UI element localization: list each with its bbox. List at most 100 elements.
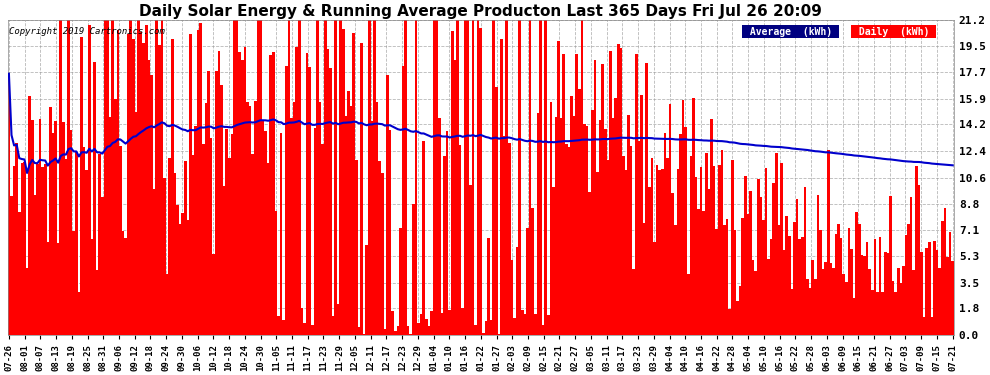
Bar: [661, 169, 663, 335]
Bar: [179, 224, 181, 335]
Bar: [477, 20, 479, 335]
Bar: [272, 52, 274, 335]
Bar: [433, 20, 436, 335]
Bar: [370, 121, 373, 335]
Bar: [495, 87, 498, 335]
Bar: [21, 164, 23, 335]
Bar: [389, 130, 391, 335]
Bar: [918, 185, 921, 335]
Bar: [658, 170, 661, 335]
Bar: [332, 316, 335, 335]
Bar: [407, 327, 410, 335]
Bar: [615, 98, 617, 335]
Bar: [643, 224, 645, 335]
Bar: [650, 158, 653, 335]
Bar: [280, 132, 282, 335]
Bar: [814, 279, 817, 335]
Bar: [788, 236, 791, 335]
Bar: [739, 286, 742, 335]
Bar: [381, 173, 383, 335]
Bar: [352, 33, 355, 335]
Bar: [132, 39, 135, 335]
Bar: [764, 168, 767, 335]
Text: Daily  (kWh): Daily (kWh): [852, 27, 935, 37]
Bar: [889, 196, 892, 335]
Bar: [620, 48, 622, 335]
Bar: [31, 120, 34, 335]
Bar: [428, 326, 431, 335]
Bar: [910, 197, 913, 335]
Bar: [770, 238, 772, 335]
Bar: [726, 219, 729, 335]
Bar: [780, 163, 783, 335]
Bar: [822, 269, 825, 335]
Bar: [80, 37, 83, 335]
Bar: [625, 171, 628, 335]
Bar: [617, 44, 620, 335]
Bar: [731, 160, 734, 335]
Bar: [163, 178, 165, 335]
Bar: [150, 75, 152, 335]
Bar: [519, 20, 521, 335]
Bar: [586, 126, 588, 335]
Bar: [282, 320, 285, 335]
Bar: [171, 39, 173, 335]
Bar: [420, 314, 423, 335]
Bar: [18, 212, 21, 335]
Bar: [194, 126, 197, 335]
Bar: [806, 279, 809, 335]
Bar: [860, 255, 863, 335]
Bar: [549, 102, 552, 335]
Bar: [684, 127, 687, 335]
Bar: [508, 143, 511, 335]
Bar: [498, 334, 500, 335]
Bar: [871, 290, 873, 335]
Bar: [689, 156, 692, 335]
Bar: [329, 68, 332, 335]
Bar: [261, 121, 264, 335]
Bar: [951, 261, 954, 335]
Bar: [801, 237, 804, 335]
Bar: [228, 158, 231, 335]
Bar: [337, 304, 340, 335]
Bar: [653, 242, 655, 335]
Bar: [155, 20, 158, 335]
Bar: [743, 176, 746, 335]
Bar: [511, 260, 513, 335]
Bar: [887, 253, 889, 335]
Bar: [941, 221, 943, 335]
Bar: [713, 166, 716, 335]
Bar: [936, 249, 939, 335]
Bar: [412, 204, 415, 335]
Bar: [274, 211, 277, 335]
Bar: [934, 241, 936, 335]
Bar: [580, 20, 583, 335]
Bar: [695, 177, 697, 335]
Bar: [448, 310, 451, 335]
Text: Average  (kWh): Average (kWh): [743, 27, 838, 37]
Bar: [301, 308, 303, 335]
Bar: [840, 238, 842, 335]
Bar: [241, 60, 244, 335]
Bar: [453, 60, 456, 335]
Bar: [39, 119, 42, 335]
Bar: [51, 134, 54, 335]
Bar: [506, 20, 508, 335]
Bar: [825, 262, 827, 335]
Bar: [588, 192, 591, 335]
Bar: [98, 154, 101, 335]
Text: Copyright 2019 Cartronics.com: Copyright 2019 Cartronics.com: [9, 27, 164, 36]
Bar: [327, 50, 329, 335]
Bar: [160, 20, 163, 335]
Bar: [724, 225, 726, 335]
Bar: [56, 243, 59, 335]
Bar: [513, 318, 516, 335]
Bar: [570, 96, 573, 335]
Bar: [671, 193, 674, 335]
Bar: [184, 161, 186, 335]
Bar: [423, 141, 425, 335]
Bar: [633, 269, 635, 335]
Bar: [70, 130, 72, 335]
Bar: [471, 20, 474, 335]
Bar: [516, 248, 519, 335]
